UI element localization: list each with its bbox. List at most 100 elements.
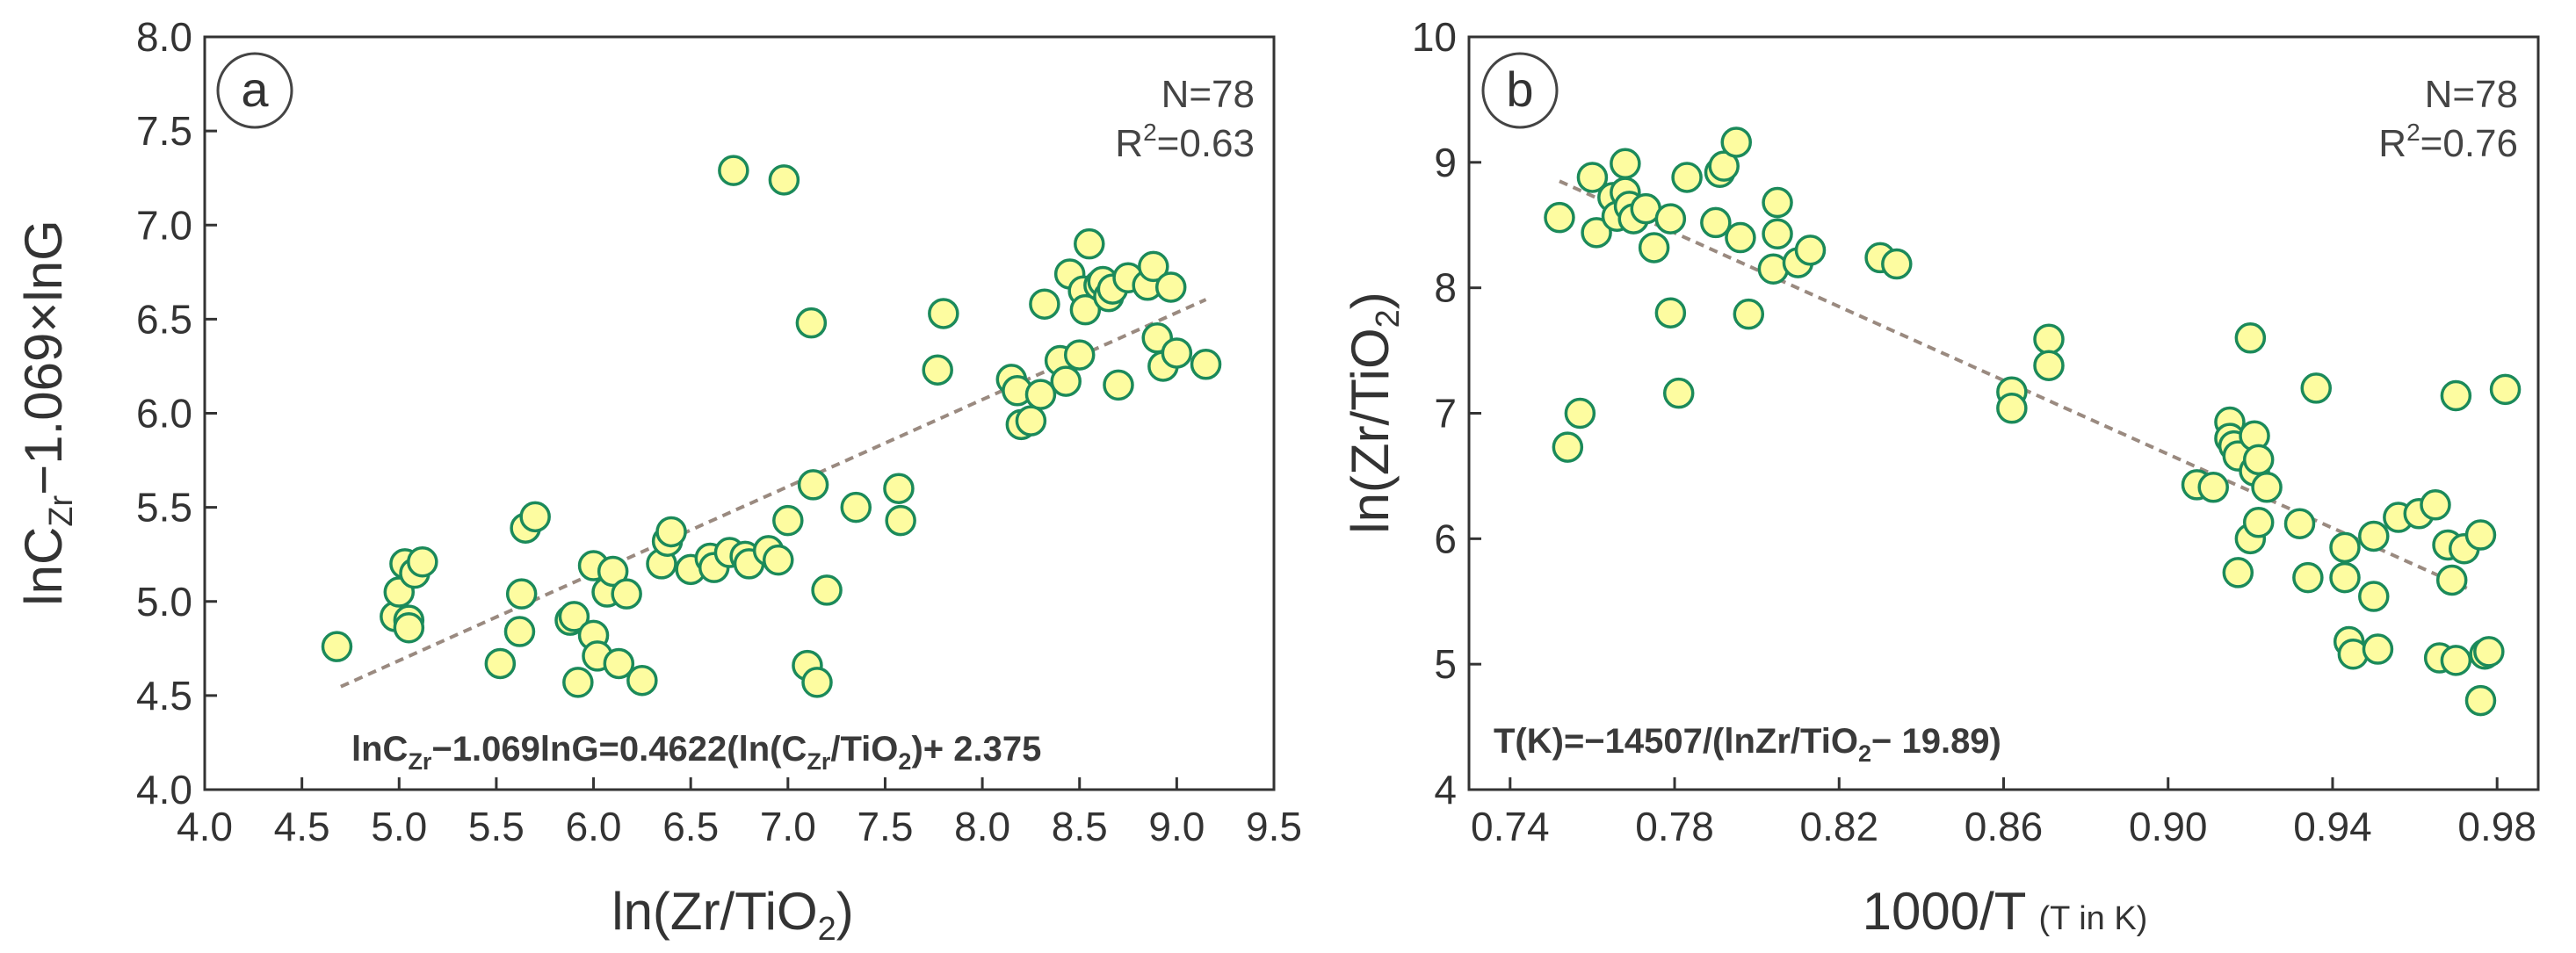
- data-point: [1015, 405, 1047, 437]
- data-point: [1069, 293, 1102, 326]
- panel-a-plot-frame: [203, 35, 1276, 791]
- data-point: [2358, 581, 2390, 612]
- data-point: [1733, 298, 1765, 330]
- a-x-tick-label: 6.5: [662, 804, 719, 849]
- data-point: [1050, 365, 1082, 397]
- data-point: [2440, 379, 2472, 412]
- a-y-tick-label: 7.0: [136, 202, 192, 248]
- data-point: [718, 155, 749, 186]
- data-point: [1564, 397, 1596, 430]
- data-point: [1638, 232, 1670, 264]
- data-point: [321, 631, 353, 662]
- b-y-tick-label: 7: [1434, 391, 1457, 437]
- b-x-tick-label: 0.82: [1800, 804, 1879, 849]
- a-x-tick-label: 6.0: [566, 804, 622, 849]
- a-x-tick-label: 8.5: [1052, 804, 1108, 849]
- panel-a-fit-line: [340, 298, 1207, 689]
- b-x-tick-label: 0.86: [1965, 804, 2044, 849]
- data-point: [1190, 349, 1222, 380]
- panel-b-y-axis-title: ln(Zr/TiO2): [1341, 292, 1407, 534]
- data-point: [2362, 633, 2394, 665]
- data-point: [1654, 297, 1687, 328]
- data-point: [597, 555, 629, 588]
- data-point: [519, 501, 551, 533]
- data-point: [1074, 227, 1105, 260]
- data-point: [484, 647, 517, 680]
- data-point: [1654, 203, 1687, 235]
- panel-a-equation: lnCZr−1.069lnG=0.4622(ln(CZr/TiO2)+ 2.37…: [351, 730, 1041, 775]
- data-point: [922, 354, 953, 386]
- b-y-tick-label: 10: [1412, 14, 1457, 60]
- panel-b-points: [1544, 126, 2522, 717]
- data-point: [611, 578, 642, 610]
- a-y-tick-label: 4.0: [136, 767, 192, 812]
- data-point: [1544, 201, 1575, 234]
- data-point: [1762, 218, 1793, 249]
- data-point: [558, 601, 590, 632]
- data-point: [2300, 372, 2332, 404]
- data-point: [1671, 162, 1703, 193]
- data-point: [2435, 564, 2468, 596]
- a-x-tick-label: 4.0: [177, 804, 233, 849]
- panel-a-label: a: [241, 61, 269, 117]
- data-point: [503, 616, 536, 647]
- b-x-tick-label: 0.98: [2457, 804, 2536, 849]
- panel-a: 4.0 4.5 5.0 5.5 6.0 6.5 7.0 7.5 8.0 4.0 4.5 5.0 5.5…: [14, 14, 1302, 948]
- a-y-tick-label: 5.5: [136, 485, 192, 531]
- data-point: [2222, 557, 2254, 588]
- panel-b-y-ticks: 4 5 6 7 8 9 10: [1412, 14, 1481, 812]
- data-point: [795, 307, 828, 339]
- b-x-tick-label: 0.74: [1471, 804, 1550, 849]
- data-point: [1720, 126, 1752, 158]
- data-point: [393, 611, 425, 644]
- b-x-tick-label: 0.90: [2129, 804, 2208, 849]
- panel-b-equation: T(K)=−14507/(lnZr/TiO2− 19.89): [1494, 722, 2001, 767]
- b-y-tick-label: 5: [1434, 641, 1457, 687]
- data-point: [1762, 186, 1793, 219]
- data-point: [407, 546, 438, 578]
- data-point: [2283, 508, 2316, 539]
- a-y-tick-label: 4.5: [136, 673, 192, 718]
- data-point: [763, 544, 794, 576]
- a-x-tick-label: 9.0: [1148, 804, 1205, 849]
- data-point: [2292, 561, 2324, 594]
- data-point: [2234, 322, 2267, 354]
- data-point: [2440, 645, 2472, 676]
- panel-b-x-ticks: 0.74 0.78 0.82 0.86 0.90 0.94 0.98: [1471, 777, 2536, 849]
- b-x-tick-label: 0.94: [2293, 804, 2372, 849]
- panel-b-n-count: N=78: [2425, 73, 2518, 116]
- a-y-tick-label: 8.0: [136, 14, 192, 60]
- data-point: [1610, 148, 1641, 180]
- data-point: [2473, 636, 2505, 668]
- data-point: [2242, 444, 2275, 476]
- data-point: [2329, 561, 2361, 594]
- b-y-tick-label: 8: [1434, 265, 1457, 311]
- panel-a-y-ticks: 4.0 4.5 5.0 5.5 6.0 6.5 7.0 7.5 8.0: [136, 14, 217, 812]
- data-point: [1103, 369, 1134, 401]
- data-point: [928, 298, 959, 329]
- data-point: [1063, 339, 1096, 371]
- b-y-tick-label: 9: [1434, 140, 1457, 185]
- panel-a-points: [321, 155, 1222, 698]
- data-point: [2242, 507, 2275, 538]
- data-point: [1708, 150, 1740, 182]
- panel-b-x-axis-title: 1000/T (T in K): [1863, 882, 2148, 941]
- data-point: [801, 667, 833, 698]
- data-point: [2464, 519, 2497, 551]
- data-point: [1552, 431, 1584, 463]
- data-point: [1024, 379, 1057, 410]
- data-point: [1581, 217, 1612, 249]
- b-y-tick-label: 4: [1434, 767, 1457, 812]
- b-x-tick-label: 0.78: [1635, 804, 1714, 849]
- data-point: [797, 469, 829, 501]
- a-x-tick-label: 5.5: [468, 804, 525, 849]
- panel-b-label-circle: [1481, 52, 1559, 129]
- data-point: [2358, 520, 2390, 552]
- panel-a-x-axis-title: ln(Zr/TiO2): [611, 882, 854, 948]
- data-point: [885, 504, 916, 537]
- a-x-tick-label: 9.5: [1246, 804, 1302, 849]
- a-y-tick-label: 6.5: [136, 296, 192, 342]
